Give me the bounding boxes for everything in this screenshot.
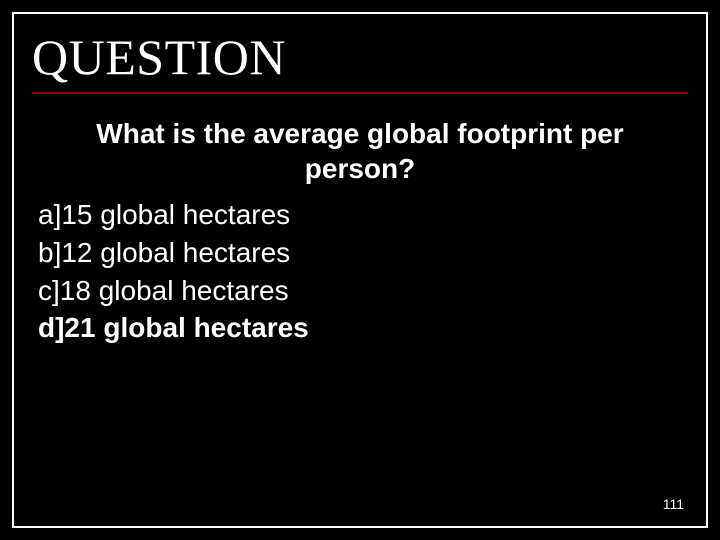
slide-border <box>12 12 708 528</box>
page-number: 111 <box>663 496 684 512</box>
